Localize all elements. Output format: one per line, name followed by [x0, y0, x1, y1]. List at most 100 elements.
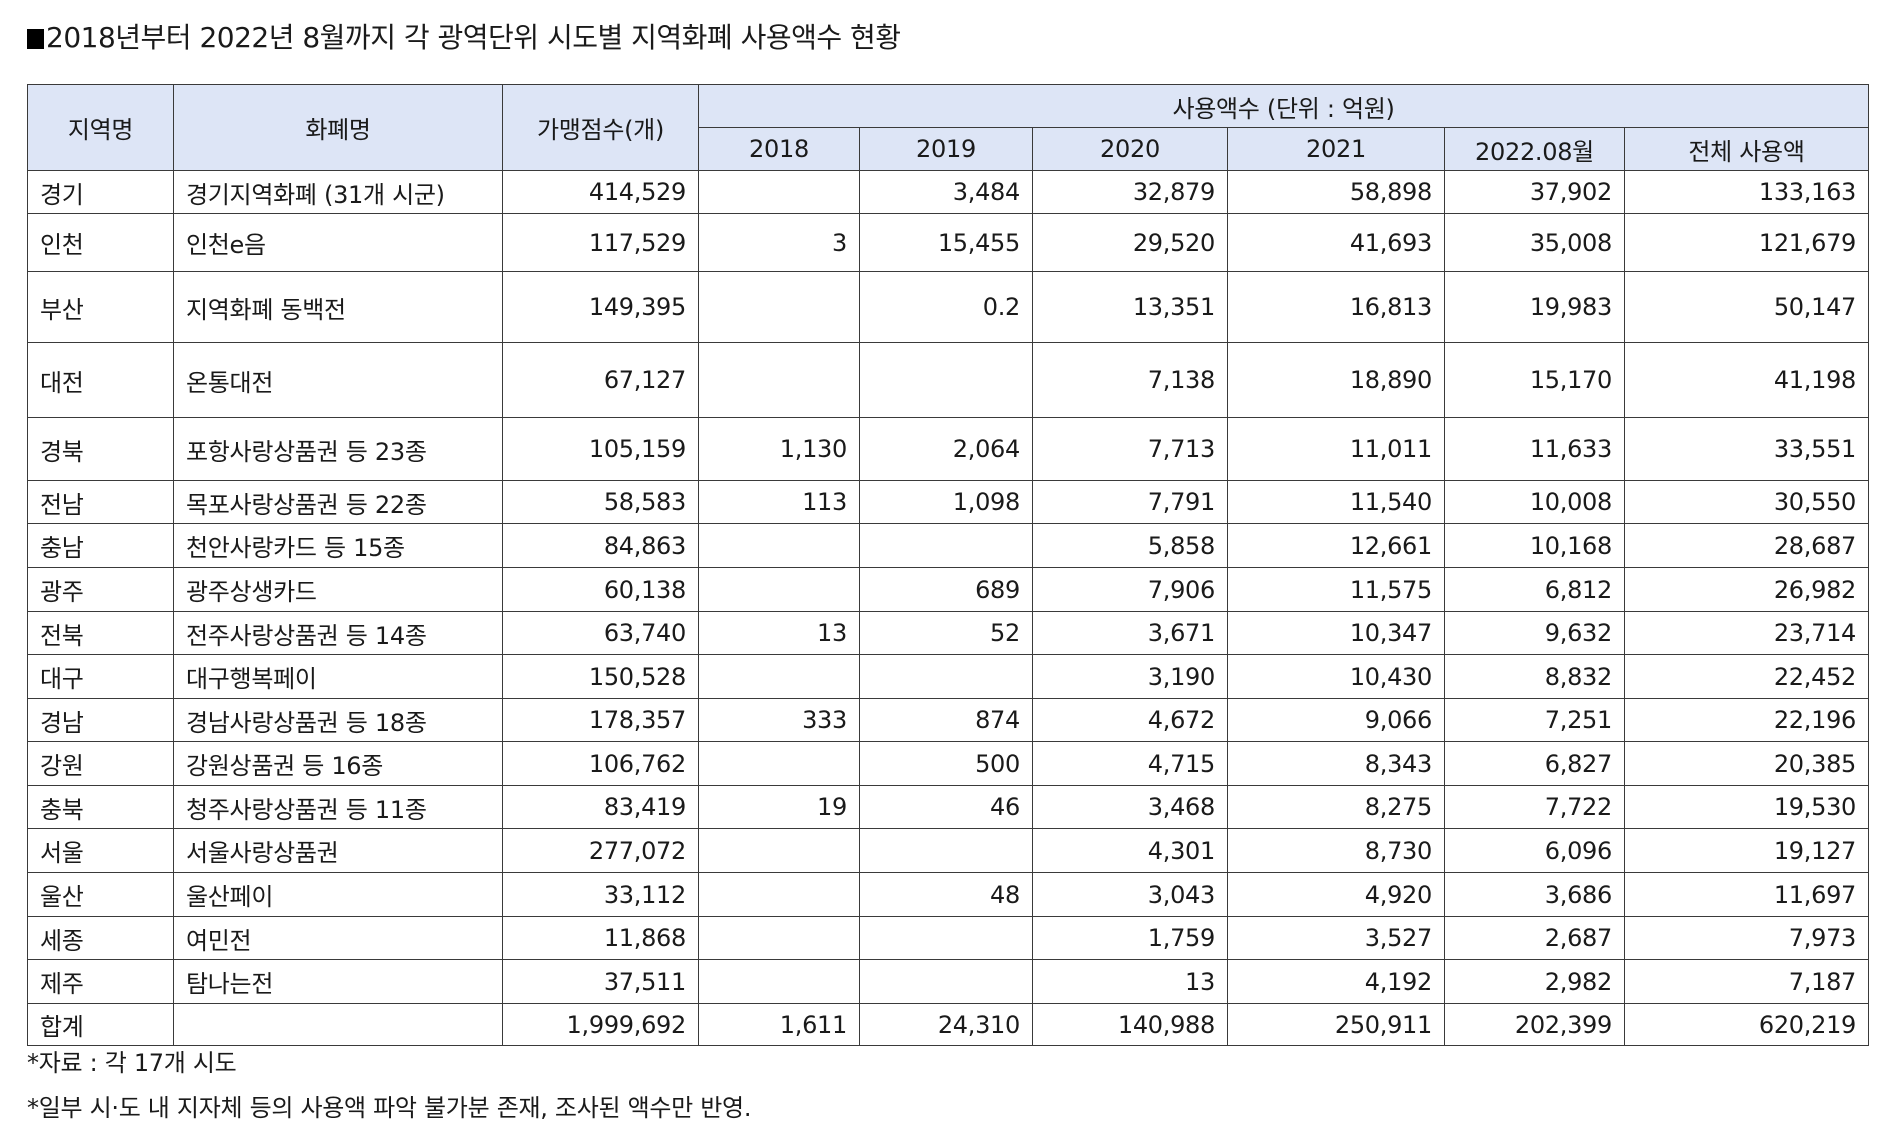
table-row: 세종 여민전 11,868 1,759 3,527 2,687 7,973: [27, 916, 1870, 960]
table-row: 충북 청주사랑상품권 등 11종 83,419 19 46 3,468 8,275 7,722…: [27, 785, 1870, 829]
cell-currency: 대구행복페이: [173, 654, 503, 699]
square-bullet-icon: [27, 29, 44, 49]
cell-y2021: 250,911: [1227, 1003, 1445, 1046]
cell-region: 경남: [27, 698, 174, 742]
cell-currency: 지역화폐 동백전: [173, 271, 503, 343]
cell-currency: 목포사랑상품권 등 22종: [173, 480, 503, 524]
cell-merchants: 149,395: [502, 271, 699, 343]
cell-y2018: 333: [698, 698, 860, 742]
cell-y2020: 4,672: [1032, 698, 1228, 742]
table-row: 울산 울산페이 33,112 48 3,043 4,920 3,686 11,697: [27, 872, 1870, 917]
cell-y2020: 29,520: [1032, 213, 1228, 272]
table-row: 대전 온통대전 67,127 7,138 18,890 15,170 41,198: [27, 342, 1870, 418]
table-row: 제주 탐나는전 37,511 13 4,192 2,982 7,187: [27, 959, 1870, 1004]
cell-y2020: 4,715: [1032, 741, 1228, 786]
cell-region: 강원: [27, 741, 174, 786]
cell-y2019: 3,484: [859, 170, 1033, 214]
cell-total: 26,982: [1623, 567, 1870, 612]
cell-y2022: 35,008: [1444, 213, 1625, 272]
footnote-note: *일부 시·도 내 지자체 등의 사용액 파악 불가분 존재, 조사된 액수만 …: [27, 1094, 752, 1122]
cell-y2020: 3,043: [1032, 872, 1228, 917]
cell-total: 121,679: [1623, 213, 1870, 272]
cell-y2019: 46: [859, 785, 1033, 829]
cell-region: 전북: [27, 611, 174, 655]
cell-y2022: 2,687: [1444, 916, 1625, 960]
cell-y2018: [698, 654, 860, 699]
cell-merchants: 67,127: [502, 342, 699, 418]
cell-currency: 경남사랑상품권 등 18종: [173, 698, 503, 742]
title-text: 2018년부터 2022년 8월까지 각 광역단위 시도별 지역화폐 사용액수 …: [46, 21, 901, 54]
cell-y2021: 8,730: [1227, 828, 1445, 873]
cell-merchants: 63,740: [502, 611, 699, 655]
cell-merchants: 414,529: [502, 170, 699, 214]
cell-merchants: 60,138: [502, 567, 699, 612]
cell-y2019: 52: [859, 611, 1033, 655]
cell-y2022: 7,251: [1444, 698, 1625, 742]
cell-y2022: 6,812: [1444, 567, 1625, 612]
cell-y2021: 4,920: [1227, 872, 1445, 917]
header-merchants: 가맹점수(개): [502, 84, 699, 171]
cell-y2022: 19,983: [1444, 271, 1625, 343]
header-2021: 2021: [1227, 127, 1445, 171]
cell-y2020: 7,713: [1032, 417, 1228, 481]
cell-y2018: [698, 959, 860, 1004]
table-row: 전북 전주사랑상품권 등 14종 63,740 13 52 3,671 10,347 9,63…: [27, 611, 1870, 655]
cell-region: 서울: [27, 828, 174, 873]
table-row: 경기 경기지역화폐 (31개 시군) 414,529 3,484 32,879 58,89…: [27, 170, 1870, 214]
header-currency: 화폐명: [173, 84, 503, 171]
cell-y2021: 8,343: [1227, 741, 1445, 786]
cell-total: 7,973: [1623, 916, 1870, 960]
cell-y2020: 7,138: [1032, 342, 1228, 418]
cell-y2021: 10,430: [1227, 654, 1445, 699]
cell-y2021: 4,192: [1227, 959, 1445, 1004]
cell-currency: 온통대전: [173, 342, 503, 418]
cell-y2020: 13: [1032, 959, 1228, 1004]
cell-currency: 강원상품권 등 16종: [173, 741, 503, 786]
cell-y2022: 11,633: [1444, 417, 1625, 481]
cell-y2021: 11,011: [1227, 417, 1445, 481]
cell-y2020: 5,858: [1032, 523, 1228, 568]
cell-y2019: [859, 959, 1033, 1004]
regional-currency-table: 지역명 화폐명 가맹점수(개) 사용액수 (단위 : 억원) 2018 2019…: [27, 84, 1870, 1046]
cell-y2022: 10,008: [1444, 480, 1625, 524]
cell-total: 33,551: [1623, 417, 1870, 481]
cell-y2022: 10,168: [1444, 523, 1625, 568]
cell-region: 경북: [27, 417, 174, 481]
cell-y2019: 2,064: [859, 417, 1033, 481]
cell-region: 전남: [27, 480, 174, 524]
cell-y2021: 58,898: [1227, 170, 1445, 214]
cell-total: 41,198: [1623, 342, 1870, 418]
cell-total: 19,530: [1623, 785, 1870, 829]
table-row: 광주 광주상생카드 60,138 689 7,906 11,575 6,812 26,982: [27, 567, 1870, 612]
cell-merchants: 105,159: [502, 417, 699, 481]
cell-y2018: [698, 523, 860, 568]
cell-y2018: [698, 916, 860, 960]
header-total: 전체 사용액: [1623, 127, 1870, 171]
cell-y2019: 689: [859, 567, 1033, 612]
cell-total: 20,385: [1623, 741, 1870, 786]
cell-region: 경기: [27, 170, 174, 214]
cell-y2022: 7,722: [1444, 785, 1625, 829]
cell-region: 충북: [27, 785, 174, 829]
cell-currency: 탐나는전: [173, 959, 503, 1004]
header-2019: 2019: [859, 127, 1033, 171]
cell-y2021: 10,347: [1227, 611, 1445, 655]
cell-total: 30,550: [1623, 480, 1870, 524]
cell-region: 대구: [27, 654, 174, 699]
cell-y2019: 0.2: [859, 271, 1033, 343]
cell-total: 28,687: [1623, 523, 1870, 568]
cell-merchants: 117,529: [502, 213, 699, 272]
header-usage-group: 사용액수 (단위 : 억원): [697, 84, 1870, 128]
cell-y2019: 24,310: [859, 1003, 1033, 1046]
cell-y2018: [698, 271, 860, 343]
cell-y2020: 3,468: [1032, 785, 1228, 829]
cell-merchants: 83,419: [502, 785, 699, 829]
cell-currency: 인천e음: [173, 213, 503, 272]
cell-y2019: [859, 916, 1033, 960]
cell-total: 133,163: [1623, 170, 1870, 214]
table-row: 부산 지역화폐 동백전 149,395 0.2 13,351 16,813 19,983 50…: [27, 271, 1870, 343]
cell-currency: 전주사랑상품권 등 14종: [173, 611, 503, 655]
table-row: 전남 목포사랑상품권 등 22종 58,583 113 1,098 7,791 11,540…: [27, 480, 1870, 524]
cell-y2019: 48: [859, 872, 1033, 917]
table-row-total: 합계 1,999,692 1,611 24,310 140,988 250,911 202,…: [27, 1003, 1870, 1046]
